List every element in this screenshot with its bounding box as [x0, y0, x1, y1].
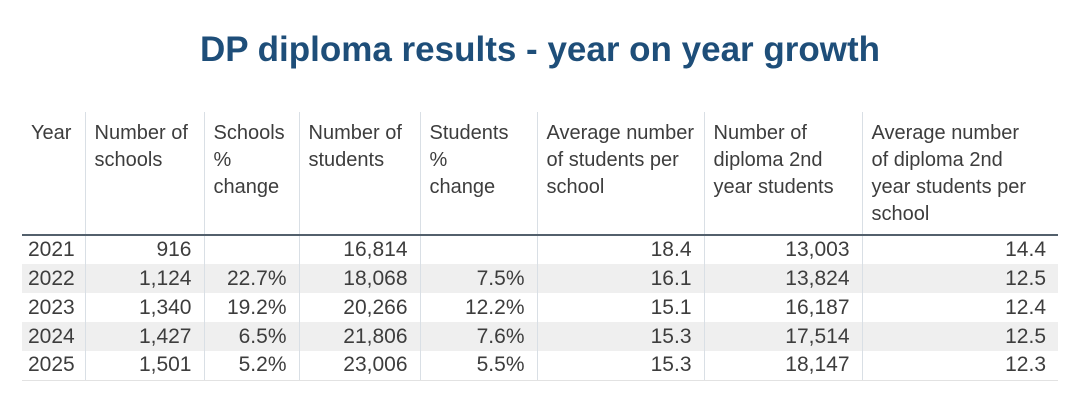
- cell-number-of-students: 18,068: [298, 264, 420, 293]
- column-header-diploma-2nd-year-students: Number of diploma 2nd year students: [703, 112, 862, 236]
- column-header-avg-students-per-school: Average number of students per school: [536, 112, 704, 236]
- column-header-schools-pct-change: Schools % change: [203, 112, 299, 236]
- table-row-2023: 2023 1,340 19.2% 20,266 12.2% 15.1 16,18…: [22, 293, 1058, 322]
- cell-schools-pct-change: 5.2%: [203, 351, 299, 381]
- results-table: Year Number of schools Schools % change …: [22, 112, 1058, 381]
- column-header-number-of-schools: Number of schools: [84, 112, 204, 236]
- table-row-2025: 2025 1,501 5.2% 23,006 5.5% 15.3 18,147 …: [22, 351, 1058, 381]
- cell-diploma-2nd-year-students: 16,187: [703, 293, 862, 322]
- cell-number-of-schools: 1,340: [84, 293, 204, 322]
- cell-diploma-2nd-year-students: 18,147: [703, 351, 862, 381]
- column-header-number-of-students: Number of students: [298, 112, 420, 236]
- cell-schools-pct-change: 22.7%: [203, 264, 299, 293]
- cell-students-pct-change: 7.6%: [419, 322, 537, 351]
- cell-number-of-students: 21,806: [298, 322, 420, 351]
- cell-number-of-schools: 1,124: [84, 264, 204, 293]
- cell-diploma-2nd-year-students: 17,514: [703, 322, 862, 351]
- cell-avg-diploma-2nd-year-per-school: 12.5: [861, 322, 1058, 351]
- cell-number-of-students: 20,266: [298, 293, 420, 322]
- cell-year: 2021: [28, 238, 75, 261]
- cell-avg-students-per-school: 15.3: [536, 351, 704, 381]
- cell-number-of-students: 23,006: [298, 351, 420, 381]
- cell-number-of-schools: 916: [84, 235, 204, 264]
- cell-year: 2022: [28, 266, 75, 290]
- column-header-avg-diploma-2nd-year-per-school: Average number of diploma 2nd year stude…: [861, 112, 1058, 236]
- table-row-2022: 2022 1,124 22.7% 18,068 7.5% 16.1 13,824…: [22, 264, 1058, 293]
- cell-diploma-2nd-year-students: 13,824: [703, 264, 862, 293]
- cell-year: 2024: [28, 324, 75, 348]
- cell-number-of-schools: 1,427: [84, 322, 204, 351]
- cell-students-pct-change: 12.2%: [419, 293, 537, 322]
- cell-diploma-2nd-year-students: 13,003: [703, 235, 862, 264]
- cell-students-pct-change: 7.5%: [419, 264, 537, 293]
- cell-students-pct-change: [419, 235, 537, 264]
- cell-schools-pct-change: 6.5%: [203, 322, 299, 351]
- cell-avg-students-per-school: 16.1: [536, 264, 704, 293]
- table-row-2024: 2024 1,427 6.5% 21,806 7.6% 15.3 17,514 …: [22, 322, 1058, 351]
- header-row: Year Number of schools Schools % change …: [22, 112, 1058, 236]
- cell-year: 2023: [28, 295, 75, 319]
- cell-avg-diploma-2nd-year-per-school: 12.4: [861, 293, 1058, 322]
- cell-avg-students-per-school: 15.1: [536, 293, 704, 322]
- cell-avg-students-per-school: 15.3: [536, 322, 704, 351]
- cell-students-pct-change: 5.5%: [419, 351, 537, 381]
- cell-avg-diploma-2nd-year-per-school: 12.5: [861, 264, 1058, 293]
- table-row-2021: 2021 916 16,814 18.4 13,003 14.4: [22, 235, 1058, 264]
- cell-year: 2025: [22, 351, 85, 381]
- cell-number-of-schools: 1,501: [84, 351, 204, 381]
- cell-number-of-students: 16,814: [298, 235, 420, 264]
- page-title: DP diploma results - year on year growth: [199, 30, 881, 69]
- cell-avg-diploma-2nd-year-per-school: 12.3: [861, 351, 1058, 381]
- cell-avg-students-per-school: 18.4: [536, 235, 704, 264]
- column-header-year: Year: [22, 112, 85, 236]
- cell-schools-pct-change: [203, 235, 299, 264]
- cell-avg-diploma-2nd-year-per-school: 14.4: [861, 235, 1058, 264]
- column-header-students-pct-change: Students % change: [419, 112, 537, 236]
- cell-schools-pct-change: 19.2%: [203, 293, 299, 322]
